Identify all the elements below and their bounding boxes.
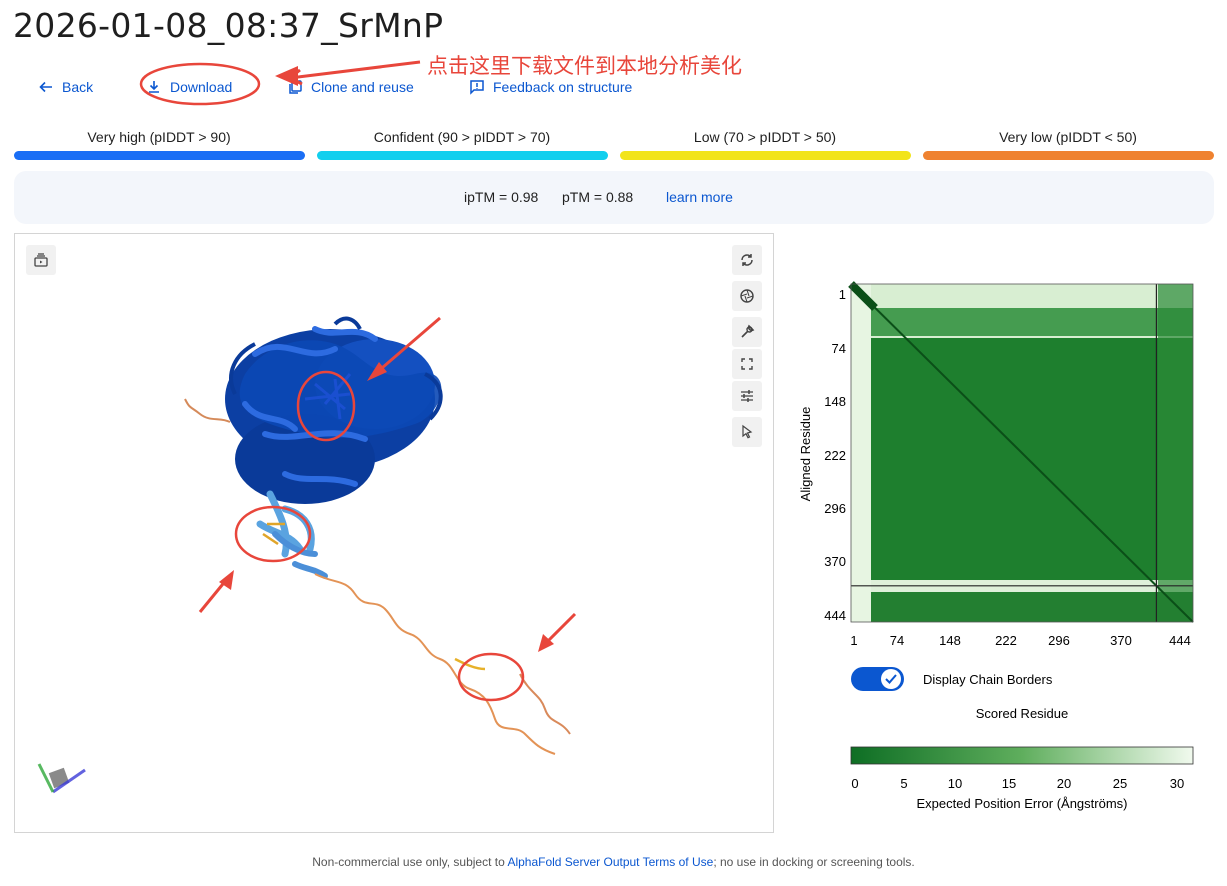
annotation-arrow-tail [543, 612, 577, 646]
highlight-circle-core [296, 370, 356, 442]
legend-low-bar [620, 151, 911, 160]
x-tick-222: 222 [995, 633, 1017, 648]
highlight-circle-mid [234, 505, 312, 563]
clone-and-reuse-button[interactable]: Clone and reuse [287, 79, 414, 95]
colorbar-tick-15: 15 [1002, 776, 1016, 791]
colorbar-label: Expected Position Error (Ångströms) [917, 796, 1128, 811]
x-tick-148: 148 [939, 633, 961, 648]
page-title: 2026-01-08_08:37_SrMnP [13, 6, 444, 45]
rotate-icon[interactable] [732, 245, 762, 275]
feedback-icon [470, 80, 484, 95]
structure-viewer[interactable] [14, 233, 774, 833]
ptm-value: pTM = 0.88 [562, 189, 634, 205]
legend-very-low-label: Very low (pIDDT < 50) [999, 129, 1137, 145]
axes-gizmo-icon [37, 763, 86, 794]
back-button[interactable]: Back [38, 79, 93, 95]
annotation-arrowhead-core [367, 362, 387, 381]
y-tick-222: 222 [824, 448, 846, 463]
y-tick-444: 444 [824, 608, 846, 623]
clone-label: Clone and reuse [311, 79, 414, 95]
x-tick-1: 1 [850, 633, 857, 648]
chain-borders-toggle[interactable] [851, 667, 904, 691]
x-tick-444: 444 [1169, 633, 1191, 648]
iptm-value: ipTM = 0.98 [464, 189, 539, 205]
legend-low-label: Low (70 > pIDDT > 50) [693, 129, 837, 145]
colorbar-tick-0: 0 [851, 776, 858, 791]
highlight-circle-tail [457, 652, 525, 702]
x-axis-label: Scored Residue [976, 706, 1069, 721]
feedback-label: Feedback on structure [493, 79, 633, 95]
pae-heatmap [848, 281, 1194, 623]
cursor-icon[interactable] [732, 417, 762, 447]
fullscreen-icon[interactable] [732, 349, 762, 379]
download-button[interactable]: Download [146, 79, 232, 95]
legend-very-high-label: Very high (pIDDT > 90) [87, 129, 231, 145]
legend-very-low-bar [923, 151, 1214, 160]
layers-play-icon[interactable] [26, 245, 56, 275]
back-label: Back [62, 79, 94, 95]
colorbar-tick-25: 25 [1113, 776, 1127, 791]
pae-diagonal [850, 283, 1194, 623]
colorbar-tick-20: 20 [1057, 776, 1071, 791]
toggle-label: Display Chain Borders [923, 672, 1053, 687]
y-tick-370: 370 [824, 554, 846, 569]
download-icon [149, 81, 159, 93]
copy-icon [289, 80, 302, 94]
colorbar-tick-5: 5 [900, 776, 907, 791]
pae-frame [850, 283, 1194, 623]
legend-confident-label: Confident (90 > pIDDT > 70) [373, 129, 551, 145]
legend-confident-bar [317, 151, 608, 160]
learn-more-link[interactable]: learn more [666, 189, 733, 205]
legend-very-high-bar [14, 151, 305, 160]
check-icon [885, 674, 897, 684]
wrench-icon[interactable] [732, 317, 762, 347]
feedback-button[interactable]: Feedback on structure [469, 79, 632, 95]
annotation-arrowhead-tail [538, 634, 554, 652]
colorbar [850, 746, 1194, 765]
download-label: Download [170, 79, 233, 95]
terms-link[interactable]: AlphaFold Server Output Terms of Use [507, 855, 714, 869]
aperture-icon[interactable] [732, 281, 762, 311]
metrics-panel: ipTM = 0.98 pTM = 0.88 learn more [14, 171, 1214, 224]
footer-suffix: ; no use in docking or screening tools. [713, 855, 915, 869]
x-tick-74: 74 [890, 633, 904, 648]
y-tick-296: 296 [824, 501, 846, 516]
colorbar-tick-10: 10 [948, 776, 962, 791]
pae-chain-borders [851, 284, 1193, 622]
y-tick-1: 1 [839, 287, 846, 302]
arrow-left-icon [39, 81, 52, 93]
protein-structure-render [37, 316, 577, 794]
y-tick-148: 148 [824, 394, 846, 409]
footer-prefix: Non-commercial use only, subject to [312, 855, 508, 869]
annotation-arrow-mid [198, 578, 229, 613]
annotation-text: 点击这里下载文件到本地分析美化 [427, 54, 742, 78]
protein-tails [184, 398, 571, 755]
annotation-arrowhead-mid [219, 570, 234, 590]
y-axis-label: Aligned Residue [798, 407, 813, 502]
colorbar-tick-30: 30 [1170, 776, 1184, 791]
y-tick-74: 74 [832, 341, 846, 356]
footer-note: Non-commercial use only, subject to Alph… [0, 855, 1227, 869]
pae-chart: 1 74 148 222 296 370 444 1 74 148 222 29… [798, 281, 1194, 811]
annotation-arrow-core [374, 316, 441, 376]
x-tick-296: 296 [1048, 633, 1070, 648]
x-tick-370: 370 [1110, 633, 1132, 648]
tune-icon[interactable] [732, 381, 762, 411]
